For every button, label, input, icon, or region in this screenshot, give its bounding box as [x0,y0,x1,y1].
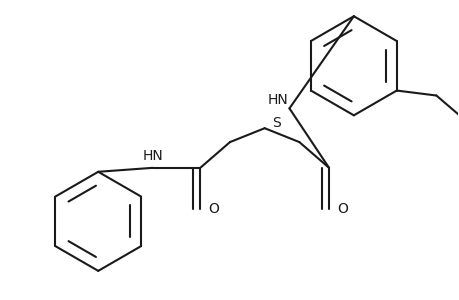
Text: S: S [272,116,280,130]
Text: O: O [337,202,347,216]
Text: HN: HN [267,94,287,107]
Text: O: O [208,202,219,216]
Text: HN: HN [142,149,163,163]
